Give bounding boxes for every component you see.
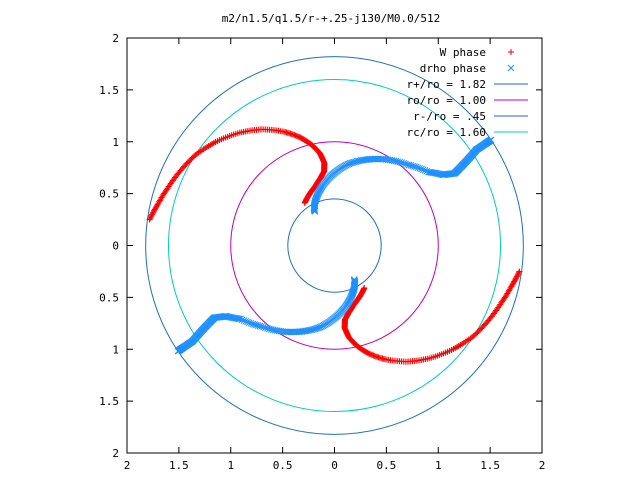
marker-0-1-3 (514, 272, 521, 279)
legend: W phase drho phase r+/ro = 1.82 ro/ro = 1.0… (407, 46, 528, 139)
marker-0-1-0 (516, 268, 523, 275)
reference-circles (145, 56, 524, 435)
y-tick-label-0: 2 (112, 32, 119, 45)
marker-1-1-104 (244, 318, 251, 326)
data-markers (146, 126, 523, 365)
marker-0-0-11 (153, 202, 160, 209)
marker-1-0-192 (487, 136, 495, 144)
marker-1-1-102 (247, 319, 255, 327)
y-tick-label-7: 1.5 (99, 395, 119, 408)
marker-1-1-103 (245, 319, 253, 327)
y-tick-label-1: 1.5 (99, 84, 119, 97)
marker-1-0-103 (416, 164, 424, 172)
marker-1-0-102 (414, 164, 422, 172)
marker-1-0-92 (396, 158, 404, 166)
y-tick-label-6: 1 (112, 343, 119, 356)
legend-label-0: W phase (440, 46, 486, 59)
marker-1-1-95 (260, 323, 267, 331)
marker-1-0-95 (402, 160, 409, 168)
marker-0-1-1 (515, 269, 522, 276)
marker-0-1-2 (515, 271, 522, 278)
x-tick-label-4: 0 (331, 459, 338, 472)
marker-1-0-105 (419, 166, 427, 174)
marker-1-1-91 (267, 326, 275, 333)
marker-1-1-100 (251, 321, 258, 328)
legend-label-2: r+/ro = 1.82 (407, 78, 486, 91)
marker-0-1-11 (509, 282, 516, 289)
marker-1-1-106 (240, 317, 248, 324)
x-tick-label-3: 0.5 (273, 459, 293, 472)
legend-label-5: rc/ro = 1.60 (407, 126, 486, 139)
marker-0-1-204 (361, 284, 368, 291)
reference-circle-2 (287, 198, 382, 293)
y-tick-label-5: 0.5 (99, 291, 119, 304)
x-tick-label-5: 0.5 (376, 459, 396, 472)
x-tick-label-2: 1 (227, 459, 234, 472)
y-tick-label-8: 2 (112, 447, 119, 460)
marker-0-0-3 (148, 212, 155, 219)
marker-1-0-91 (394, 158, 402, 165)
marker-1-0-104 (418, 165, 425, 173)
reference-circle-0 (145, 56, 524, 435)
marker-1-0-94 (400, 159, 407, 167)
axis-ticks: 2 1.5 1 0.5 0 0.5 1 1.5 221.510.500.511.52 (99, 32, 545, 472)
marker-1-1-89 (271, 326, 279, 334)
x-tick-label-6: 1 (435, 459, 442, 472)
y-tick-label-3: 0.5 (99, 188, 119, 201)
marker-1-1-101 (249, 320, 257, 328)
marker-1-1-192 (174, 347, 182, 355)
y-tick-label-2: 1 (112, 136, 119, 149)
x-tick-label-8: 2 (539, 459, 546, 472)
legend-symbol-0 (508, 49, 514, 55)
marker-1-0-90 (392, 157, 400, 165)
marker-0-0-204 (301, 200, 308, 207)
y-tick-label-4: 0 (112, 240, 119, 253)
x-tick-label-1: 1.5 (169, 459, 189, 472)
chart-title: m2/n1.5/q1.5/r-+.25-j130/M0.0/512 (222, 12, 441, 25)
marker-1-1-94 (262, 324, 269, 332)
marker-1-1-105 (242, 317, 250, 325)
reference-circle-3 (168, 79, 501, 412)
marker-1-0-100 (411, 163, 418, 170)
marker-0-0-2 (147, 213, 154, 220)
x-tick-label-0: 2 (124, 459, 131, 472)
marker-1-0-93 (398, 159, 405, 167)
marker-1-0-106 (421, 167, 429, 174)
legend-label-1: drho phase (420, 62, 486, 75)
marker-1-0-89 (390, 157, 398, 165)
marker-0-0-0 (146, 216, 153, 223)
legend-label-3: ro/ro = 1.00 (407, 94, 486, 107)
marker-1-1-90 (269, 326, 277, 334)
reference-circle-1 (230, 141, 439, 350)
marker-1-1-92 (265, 325, 273, 333)
x-tick-label-7: 1.5 (480, 459, 500, 472)
marker-0-0-1 (147, 215, 154, 222)
legend-label-4: r-/ro = .45 (413, 110, 486, 123)
marker-1-1-93 (264, 324, 271, 332)
marker-1-0-101 (412, 163, 420, 171)
legend-symbol-1 (507, 64, 515, 72)
